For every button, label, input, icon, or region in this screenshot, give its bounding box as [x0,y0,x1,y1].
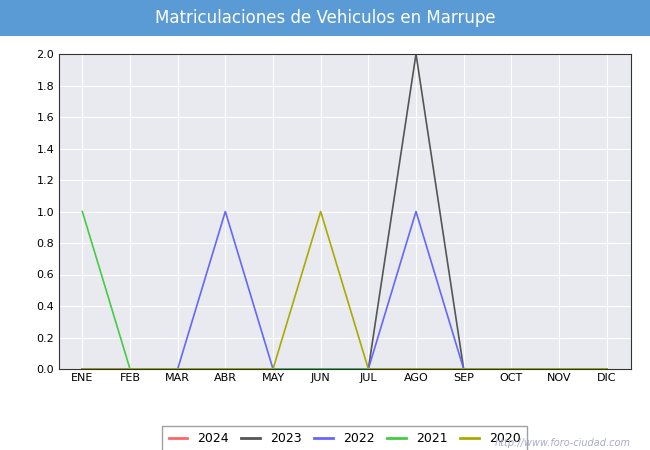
Legend: 2024, 2023, 2022, 2021, 2020: 2024, 2023, 2022, 2021, 2020 [162,426,526,450]
Text: http://www.foro-ciudad.com: http://www.foro-ciudad.com [495,438,630,448]
Text: Matriculaciones de Vehiculos en Marrupe: Matriculaciones de Vehiculos en Marrupe [155,9,495,27]
